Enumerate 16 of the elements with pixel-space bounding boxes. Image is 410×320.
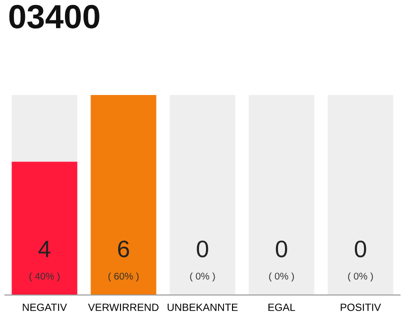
x-tick-label: NEGATIV xyxy=(22,304,67,311)
x-tick-label: POSITIV xyxy=(340,304,382,311)
x-tick-label: VERWIRREND xyxy=(88,304,158,311)
annotation: ( 0% ) xyxy=(348,272,373,282)
annotation: 0 xyxy=(354,240,366,258)
x-tick-label: EGAL xyxy=(268,304,296,311)
chart-title: 03400 xyxy=(9,4,100,29)
annotation: 0 xyxy=(276,240,288,258)
annotation: ( 0% ) xyxy=(269,272,294,282)
annotation: ( 0% ) xyxy=(190,272,215,282)
data-label: 6 xyxy=(118,240,130,258)
annotation: 0 xyxy=(196,240,208,258)
x-tick-label: UNBEKANNTE xyxy=(168,304,238,311)
annotation: ( 60% ) xyxy=(108,272,139,282)
data-label: 4 xyxy=(38,240,50,258)
annotation: ( 40% ) xyxy=(29,272,60,282)
